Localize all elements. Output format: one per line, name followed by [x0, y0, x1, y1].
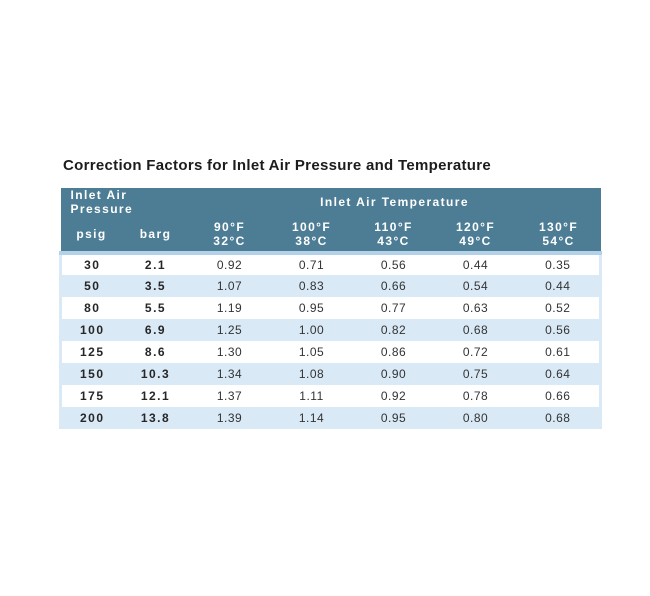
factor-cell: 1.07: [188, 275, 271, 297]
factor-cell: 0.56: [516, 319, 603, 341]
factor-cell: 1.05: [270, 341, 353, 363]
temp-100f-column-header: 100°F 38°C: [270, 216, 353, 253]
column-label-fahrenheit: 130°F: [538, 219, 579, 234]
psig-column-header: psig: [60, 216, 123, 253]
factor-cell: 0.35: [516, 251, 603, 275]
barg-column-header: barg: [122, 216, 189, 253]
barg-value-cell: 10.3: [122, 363, 189, 385]
factor-cell: 0.75: [434, 363, 517, 385]
factor-cell: 0.61: [516, 341, 603, 363]
column-label-celsius: 43°C: [377, 233, 410, 248]
psig-value-cell: 175: [59, 385, 123, 407]
barg-value-cell: 3.5: [122, 275, 189, 297]
column-label-celsius: 38°C: [295, 233, 328, 248]
factor-cell: 0.92: [188, 251, 271, 275]
factor-cell: 1.37: [188, 385, 271, 407]
temp-90f-column-header: 90°F 32°C: [188, 216, 271, 253]
psig-value-cell: 150: [59, 363, 123, 385]
factor-cell: 0.64: [516, 363, 603, 385]
column-label-fahrenheit: 110°F: [374, 219, 413, 234]
page-title: Correction Factors for Inlet Air Pressur…: [63, 157, 492, 174]
column-label-celsius: 32°C: [213, 233, 246, 248]
factor-cell: 0.66: [352, 275, 435, 297]
psig-value-cell: 80: [59, 297, 123, 319]
inlet-air-pressure-header: Inlet Air Pressure: [60, 188, 189, 216]
factor-cell: 1.11: [270, 385, 353, 407]
barg-value-cell: 12.1: [122, 385, 189, 407]
barg-value-cell: 5.5: [122, 297, 189, 319]
factor-cell: 0.68: [434, 319, 517, 341]
factor-cell: 0.90: [352, 363, 435, 385]
factor-cell: 1.39: [188, 407, 271, 429]
factor-cell: 0.66: [516, 385, 603, 407]
correction-factors-section: Correction Factors for Inlet Air Pressur…: [59, 156, 603, 429]
factor-cell: 0.68: [516, 407, 603, 429]
factor-cell: 1.25: [188, 319, 271, 341]
factor-cell: 0.77: [352, 297, 435, 319]
factor-cell: 1.00: [270, 319, 353, 341]
column-header-row: psig barg 90°F 32°C 100°F 38°C 110°F 43°…: [60, 216, 601, 253]
factor-cell: 0.63: [434, 297, 517, 319]
factor-cell: 0.83: [270, 275, 353, 297]
table-row: 125 8.6 1.30 1.05 0.86 0.72 0.61: [59, 341, 603, 363]
factor-cell: 0.71: [270, 251, 353, 275]
psig-value-cell: 50: [59, 275, 123, 297]
group-header-row: Inlet Air Pressure Inlet Air Temperature: [60, 188, 601, 216]
psig-value-cell: 125: [59, 341, 123, 363]
factor-cell: 0.44: [516, 275, 603, 297]
psig-value-cell: 30: [59, 251, 123, 275]
barg-value-cell: 8.6: [122, 341, 189, 363]
factor-cell: 0.86: [352, 341, 435, 363]
barg-value-cell: 2.1: [122, 251, 189, 275]
factor-cell: 0.56: [352, 251, 435, 275]
table-row: 150 10.3 1.34 1.08 0.90 0.75 0.64: [59, 363, 603, 385]
barg-value-cell: 13.8: [122, 407, 189, 429]
factor-cell: 0.80: [434, 407, 517, 429]
factor-cell: 0.54: [434, 275, 517, 297]
factor-cell: 1.19: [188, 297, 271, 319]
column-label-celsius: 54°C: [542, 233, 575, 248]
column-label: barg: [139, 226, 172, 241]
column-label-fahrenheit: 100°F: [291, 219, 332, 234]
factor-cell: 0.95: [352, 407, 435, 429]
table-row: 50 3.5 1.07 0.83 0.66 0.54 0.44: [59, 275, 603, 297]
table-row: 80 5.5 1.19 0.95 0.77 0.63 0.52: [59, 297, 603, 319]
factor-cell: 0.92: [352, 385, 435, 407]
factor-cell: 1.30: [188, 341, 271, 363]
table-body: 30 2.1 0.92 0.71 0.56 0.44 0.35 50 3.5 1…: [59, 251, 603, 429]
temp-120f-column-header: 120°F 49°C: [434, 216, 517, 253]
barg-value-cell: 6.9: [122, 319, 189, 341]
column-label-celsius: 49°C: [459, 233, 492, 248]
temp-110f-column-header: 110°F 43°C: [352, 216, 435, 253]
table-row: 30 2.1 0.92 0.71 0.56 0.44 0.35: [59, 251, 603, 275]
factor-cell: 0.72: [434, 341, 517, 363]
table-row: 200 13.8 1.39 1.14 0.95 0.80 0.68: [59, 407, 603, 429]
factor-cell: 1.08: [270, 363, 353, 385]
table-row: 100 6.9 1.25 1.00 0.82 0.68 0.56: [59, 319, 603, 341]
factor-cell: 0.95: [270, 297, 353, 319]
factor-cell: 0.82: [352, 319, 435, 341]
column-label: psig: [76, 226, 107, 241]
correction-factors-table: Inlet Air Pressure Inlet Air Temperature…: [59, 188, 603, 429]
factor-cell: 1.34: [188, 363, 271, 385]
temp-130f-column-header: 130°F 54°C: [516, 216, 601, 253]
factor-cell: 0.52: [516, 297, 603, 319]
psig-value-cell: 200: [59, 407, 123, 429]
table-header: Inlet Air Pressure Inlet Air Temperature…: [60, 188, 601, 253]
factor-cell: 1.14: [270, 407, 353, 429]
factor-cell: 0.78: [434, 385, 517, 407]
psig-value-cell: 100: [59, 319, 123, 341]
factor-cell: 0.44: [434, 251, 517, 275]
column-label-fahrenheit: 90°F: [213, 219, 246, 234]
table-row: 175 12.1 1.37 1.11 0.92 0.78 0.66: [59, 385, 603, 407]
column-label-fahrenheit: 120°F: [455, 219, 496, 234]
inlet-air-temperature-header: Inlet Air Temperature: [188, 188, 601, 216]
